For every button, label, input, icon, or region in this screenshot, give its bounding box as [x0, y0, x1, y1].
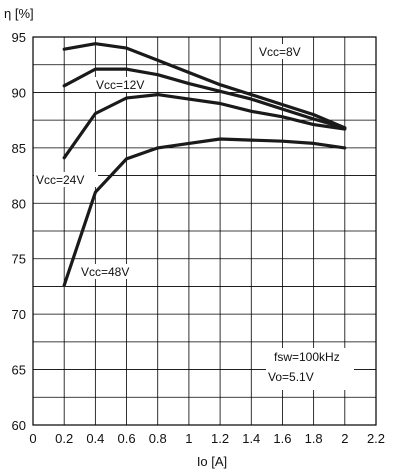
- x-tick-label: 1.8: [305, 431, 323, 446]
- series-line-vcc-48v: [62, 137, 347, 287]
- label-bg-12v: [94, 77, 154, 92]
- y-tick-label: 80: [12, 196, 26, 211]
- x-tick-label: 0.6: [118, 431, 136, 446]
- x-tick-label: 0.2: [55, 431, 73, 446]
- y-tick-labels: 60 65 70 75 80 85 90 95: [12, 30, 26, 433]
- label-bg-48v: [79, 264, 143, 279]
- label-bg-24v: [34, 172, 98, 187]
- series-line-vcc-24v: [62, 92, 347, 160]
- x-tick-label: 1.2: [211, 431, 229, 446]
- y-tick-label: 85: [12, 141, 26, 156]
- annotation-vo: Vo=5.1V: [268, 370, 314, 384]
- x-tick-label: 0.8: [149, 431, 167, 446]
- series-layer: [62, 42, 347, 287]
- x-tick-label: 1.6: [273, 431, 291, 446]
- x-tick-label: 1: [185, 431, 192, 446]
- x-tick-label: 1.4: [242, 431, 260, 446]
- series-label-vcc-24v: Vcc=24V: [36, 173, 84, 187]
- y-tick-label: 90: [12, 85, 26, 100]
- x-axis-label: Io [A]: [197, 454, 227, 469]
- series-line-vcc-12v: [62, 67, 347, 130]
- annotations: fsw=100kHz Vo=5.1V: [266, 348, 354, 390]
- x-tick-label: 2.2: [367, 431, 385, 446]
- series-line-vcc-8v: [62, 42, 347, 130]
- y-tick-label: 70: [12, 307, 26, 322]
- y-tick-label: 95: [12, 30, 26, 45]
- annotation-bg: [266, 348, 354, 390]
- x-tick-label: 0.4: [86, 431, 104, 446]
- y-tick-label: 75: [12, 252, 26, 267]
- series-labels: Vcc=8V Vcc=12V Vcc=24V Vcc=48V: [34, 44, 309, 279]
- series-label-vcc-8v: Vcc=8V: [259, 45, 301, 59]
- y-tick-label: 65: [12, 363, 26, 378]
- series-label-vcc-48v: Vcc=48V: [81, 265, 129, 279]
- x-tick-label: 2: [341, 431, 348, 446]
- y-axis-label: η [%]: [4, 6, 34, 21]
- x-tick-labels: 0 0.2 0.4 0.6 0.8 1 1.2 1.4 1.6 1.8 2 2.2: [29, 431, 385, 446]
- annotation-fsw: fsw=100kHz: [274, 350, 340, 364]
- label-bg-8v: [257, 44, 309, 59]
- series-label-vcc-12v: Vcc=12V: [96, 78, 144, 92]
- y-tick-label: 60: [12, 418, 26, 433]
- x-tick-label: 0: [29, 431, 36, 446]
- plot-frame: [32, 36, 377, 426]
